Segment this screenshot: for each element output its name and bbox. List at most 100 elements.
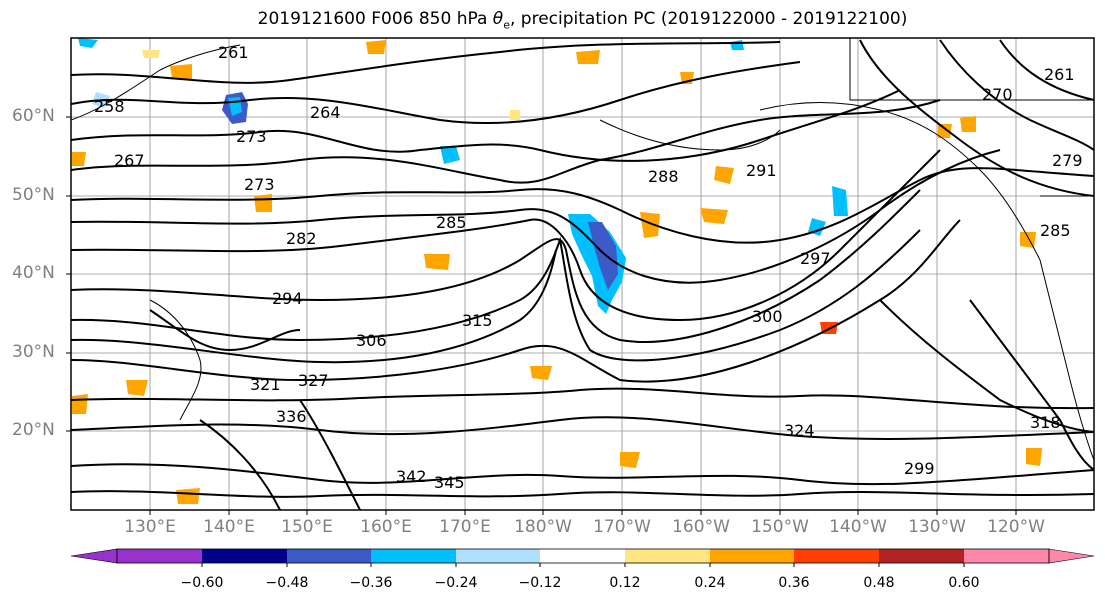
precip-negative-patch xyxy=(440,146,460,164)
colorbar-label: 0.12 xyxy=(609,575,641,591)
contour-line xyxy=(71,149,941,322)
contour-line xyxy=(71,61,801,125)
contour-line xyxy=(71,219,961,383)
precip-positive-patch xyxy=(1026,448,1042,466)
precip-positive-patch xyxy=(960,116,976,132)
map-title: 2019121600 F006 850 hPa θe, precipitatio… xyxy=(0,9,1105,31)
contour-line xyxy=(939,39,1094,151)
precip-negative-patch xyxy=(588,222,618,290)
precip-positive-patch xyxy=(640,212,660,238)
contour-label: 321 xyxy=(250,375,281,394)
lon-label-160e: 160°E xyxy=(360,517,412,537)
colorbar-label: 0.48 xyxy=(863,575,895,591)
contour-label: 336 xyxy=(276,407,307,426)
contour-label: 294 xyxy=(272,289,303,308)
colorbar-label: −0.36 xyxy=(349,575,393,591)
contour-label: 345 xyxy=(434,473,465,492)
colorbar-label: 0.24 xyxy=(694,575,726,591)
contour-line xyxy=(71,89,901,162)
lat-label-40n: 40°N xyxy=(12,263,55,283)
contour-label: 288 xyxy=(648,167,679,186)
contour-label: 299 xyxy=(904,459,935,478)
precip-positive-patch xyxy=(510,110,520,120)
contour-label: 291 xyxy=(746,161,777,180)
precip-negative-patch xyxy=(832,186,848,216)
contour-label: 285 xyxy=(1040,221,1071,240)
contour-line xyxy=(879,299,1094,433)
lon-label-150w: 150°W xyxy=(751,517,809,537)
contour-label: 264 xyxy=(310,103,341,122)
precip-positive-patch xyxy=(170,64,192,80)
contour-label: 327 xyxy=(298,371,329,390)
contour-line xyxy=(71,167,1094,244)
lat-label-20n: 20°N xyxy=(12,420,55,440)
lat-label-30n: 30°N xyxy=(12,342,55,362)
precip-positive-patch xyxy=(530,366,552,380)
lat-label-50n: 50°N xyxy=(12,185,55,205)
contour-line xyxy=(999,39,1094,101)
title-suffix: , precipitation PC (2019122000 - 2019122… xyxy=(509,9,908,29)
lon-label-170w: 170°W xyxy=(593,517,651,537)
contour-label: 258 xyxy=(94,97,125,116)
contour-labels: 261 273 264 258 267 273 282 285 288 291 … xyxy=(94,43,1083,492)
colorbar-label: 0.60 xyxy=(948,575,980,591)
contour-label: 273 xyxy=(244,175,275,194)
contour-label: 282 xyxy=(286,229,317,248)
coastline-north-america xyxy=(1039,259,1094,461)
contour-line xyxy=(71,416,1094,440)
lon-label-160w: 160°W xyxy=(672,517,730,537)
contour-label: 279 xyxy=(1052,151,1083,170)
colorbar-segment xyxy=(202,549,287,563)
contour-line xyxy=(71,189,921,343)
lon-label-130w: 130°W xyxy=(908,517,966,537)
coastline-north-america xyxy=(759,102,1041,261)
colorbar-segment xyxy=(964,549,1049,563)
precip-positive-patch xyxy=(176,488,200,504)
theta-e-contours xyxy=(71,39,1094,510)
contour-line xyxy=(71,387,1094,410)
precip-positive-patch xyxy=(366,40,386,54)
coastline-asia xyxy=(149,299,202,421)
precip-positive-patch xyxy=(938,124,952,138)
lon-label-120w: 120°W xyxy=(987,517,1045,537)
lon-label-180w: 180°W xyxy=(514,517,572,537)
precip-positive-patch xyxy=(72,394,88,414)
contour-line xyxy=(71,463,1094,486)
precip-positive-patch xyxy=(700,208,728,224)
axis-ticks xyxy=(66,116,1017,515)
colorbar-segment xyxy=(540,549,625,563)
precip-positive-patch xyxy=(620,452,640,468)
contour-label: 324 xyxy=(784,421,815,440)
precip-positive-patch xyxy=(126,380,148,396)
colorbar-segment xyxy=(625,549,710,563)
contour-label: 297 xyxy=(800,249,831,268)
colorbar-label: −0.48 xyxy=(265,575,309,591)
contour-label: 267 xyxy=(114,151,145,170)
contour-label: 306 xyxy=(356,331,387,350)
lon-label-130e: 130°E xyxy=(124,517,176,537)
contour-line xyxy=(859,39,1094,197)
colorbar-label: −0.60 xyxy=(180,575,224,591)
contour-label: 285 xyxy=(436,213,467,232)
contour-label: 318 xyxy=(1030,413,1061,432)
theta-subscript: e xyxy=(503,18,510,32)
precip-positive-patch xyxy=(576,50,600,64)
lon-label-140w: 140°W xyxy=(829,517,887,537)
theta-symbol: θ xyxy=(492,9,504,29)
contour-line xyxy=(299,399,361,510)
colorbar-extend-high xyxy=(1048,548,1095,564)
coastlines xyxy=(71,38,1094,461)
colorbar-label: −0.12 xyxy=(518,575,562,591)
precip-positive-patch xyxy=(72,152,86,166)
contour-label: 342 xyxy=(396,467,427,486)
contour-line xyxy=(199,419,281,510)
colorbar-segment xyxy=(456,549,540,563)
precip-positive-patch xyxy=(1020,232,1036,248)
lon-label-150e: 150°E xyxy=(281,517,333,537)
contour-label: 315 xyxy=(462,311,493,330)
contour-label: 270 xyxy=(982,85,1013,104)
colorbar-segment xyxy=(710,549,794,563)
precip-negative-patch xyxy=(78,38,98,48)
contour-line xyxy=(71,99,941,184)
